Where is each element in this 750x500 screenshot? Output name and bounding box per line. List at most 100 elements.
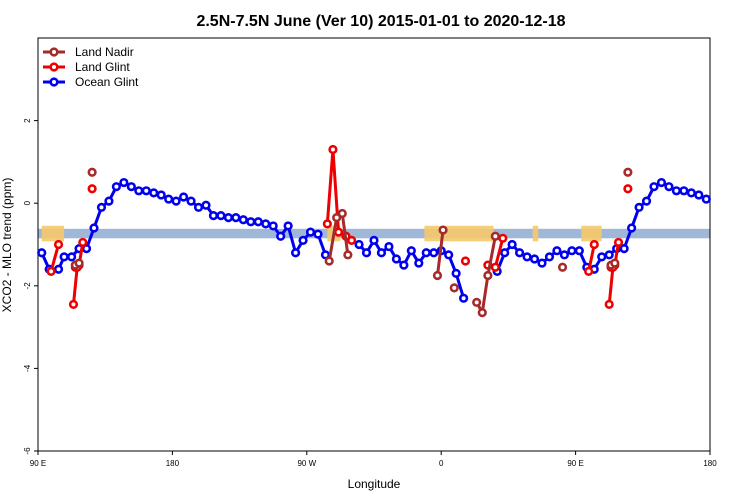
- ocean_glint-point-1-0: [354, 239, 364, 250]
- legend-marker-ocean_glint: [49, 77, 59, 87]
- y-axis-label: XCO2 - MLO trend (ppm): [0, 178, 14, 313]
- land_nadir-point-0-1: [74, 258, 84, 268]
- ocean_glint-point-0-8: [96, 202, 107, 212]
- chart-title: 2.5N-7.5N June (Ver 10) 2015-01-01 to 20…: [196, 13, 565, 30]
- land-mask-0: [41, 225, 65, 242]
- ocean_glint-point-0-30: [261, 219, 271, 229]
- y-tick-label-2: -2: [23, 282, 32, 290]
- ocean_glint-point-0-9: [104, 196, 114, 206]
- ocean_glint-point-1-4: [384, 241, 394, 252]
- ocean_glint-point-1-6: [399, 260, 409, 270]
- ocean_glint-point-2-8: [552, 246, 562, 256]
- ocean_glint-point-1-10: [429, 248, 439, 258]
- ocean_glint-point-2-18: [626, 223, 637, 233]
- ocean_glint-point-0-35: [298, 235, 308, 245]
- ocean_glint-point-2-9: [559, 250, 570, 260]
- land_glint-point-6-0: [584, 266, 594, 276]
- ocean_glint-point-1-12: [444, 250, 454, 260]
- land_nadir-point-6-0: [557, 262, 568, 272]
- ocean_glint-point-0-25: [223, 213, 233, 223]
- land_nadir-point-5-1: [477, 308, 487, 318]
- ocean_glint-point-2-21: [649, 182, 659, 192]
- ocean_glint-point-0-11: [119, 177, 129, 188]
- land_glint-point-7-2: [613, 237, 624, 248]
- land_glint-point-3-1: [328, 144, 338, 155]
- ocean_glint-point-0-15: [149, 188, 159, 198]
- y-tick-label-1: -4: [23, 364, 32, 372]
- land_nadir-point-7-1: [610, 258, 620, 268]
- legend-marker-land_nadir: [49, 47, 59, 57]
- ocean_glint-point-0-10: [111, 182, 121, 192]
- land_glint-point-5-1: [490, 262, 500, 272]
- land_glint-line-8: [607, 267, 615, 305]
- ocean_glint-point-2-19: [634, 202, 644, 212]
- land_glint-point-3-2: [333, 227, 344, 237]
- ocean_glint-point-2-14: [597, 252, 607, 262]
- land_nadir-point-3-0: [432, 270, 443, 281]
- ocean_glint-point-0-37: [313, 229, 323, 239]
- land_nadir-point-5-0: [472, 297, 482, 307]
- land_glint-point-4-0: [460, 256, 471, 266]
- ocean_glint-point-2-1: [500, 248, 510, 258]
- ocean_glint-point-2-23: [664, 182, 674, 192]
- series-land_glint: [46, 144, 633, 309]
- ocean_glint-point-0-12: [126, 182, 136, 192]
- x-axis-label: Longitude: [348, 477, 401, 491]
- y-tick-label-4: 2: [23, 118, 32, 123]
- land_nadir-point-2-0: [324, 256, 334, 266]
- land_glint-point-8-0: [604, 299, 614, 309]
- ocean_glint-point-1-14: [459, 293, 469, 303]
- ocean_glint-point-0-34: [291, 248, 301, 258]
- land_glint-point-10-0: [623, 184, 633, 194]
- ocean_glint-point-0-18: [171, 196, 181, 206]
- ocean_glint-point-2-27: [694, 190, 704, 200]
- ocean_glint-point-0-32: [276, 231, 286, 241]
- ocean_glint-point-0-2: [53, 264, 64, 274]
- ocean_glint-point-0-19: [179, 192, 189, 202]
- land_glint-point-3-4: [347, 235, 357, 245]
- ocean_glint-point-2-20: [641, 196, 652, 206]
- ocean_glint-point-0-13: [134, 186, 144, 196]
- ocean_glint-point-2-22: [656, 177, 667, 188]
- ocean_glint-point-0-21: [193, 202, 204, 212]
- land_nadir-point-1-0: [87, 167, 97, 177]
- ocean_glint-point-2-24: [671, 186, 682, 196]
- series-ocean_glint: [37, 177, 711, 303]
- land_nadir-point-8-0: [623, 167, 633, 177]
- ocean_glint-point-2-10: [567, 246, 577, 256]
- ocean_glint-point-2-28: [701, 194, 711, 204]
- ocean_glint-point-1-7: [406, 246, 416, 256]
- ocean_glint-point-1-2: [369, 235, 379, 245]
- ocean_glint-point-1-1: [361, 248, 372, 258]
- land_nadir-line-3: [435, 229, 445, 276]
- band-layer: [38, 228, 710, 239]
- ocean_glint-point-0-27: [238, 215, 248, 225]
- ocean_glint-point-2-7: [544, 252, 555, 262]
- ocean_glint-point-2-5: [529, 254, 540, 264]
- ocean_glint-point-0-33: [283, 221, 293, 231]
- legend-marker-land_glint: [49, 62, 59, 72]
- land-mask-4: [581, 225, 602, 242]
- series-land_nadir: [70, 167, 633, 318]
- x-tick-label-1: 180: [166, 459, 180, 468]
- ocean_glint-point-1-5: [391, 254, 402, 264]
- legend-label-land_glint: Land Glint: [75, 60, 130, 74]
- ocean_glint-point-0-17: [164, 194, 174, 204]
- land_nadir-point-4-0: [449, 283, 459, 293]
- land_nadir-point-5-2: [483, 270, 493, 281]
- plot-frame: [37, 37, 711, 452]
- x-tick-label-3: 0: [439, 459, 444, 468]
- land_glint-point-1-2: [78, 237, 88, 248]
- land_nadir-point-5-3: [490, 231, 500, 241]
- land_nadir-point-2-1: [332, 213, 342, 223]
- legend-label-land_nadir: Land Nadir: [75, 45, 134, 59]
- land_glint-point-9-0: [87, 184, 97, 194]
- ocean_glint-point-0-4: [66, 252, 77, 262]
- reference-band: [38, 228, 710, 239]
- land_nadir-line-5: [475, 235, 497, 315]
- ocean_glint-point-0-29: [253, 217, 263, 227]
- land_glint-point-5-2: [498, 233, 508, 243]
- series-layer: [37, 144, 711, 318]
- y-tick-label-3: 0: [23, 200, 32, 205]
